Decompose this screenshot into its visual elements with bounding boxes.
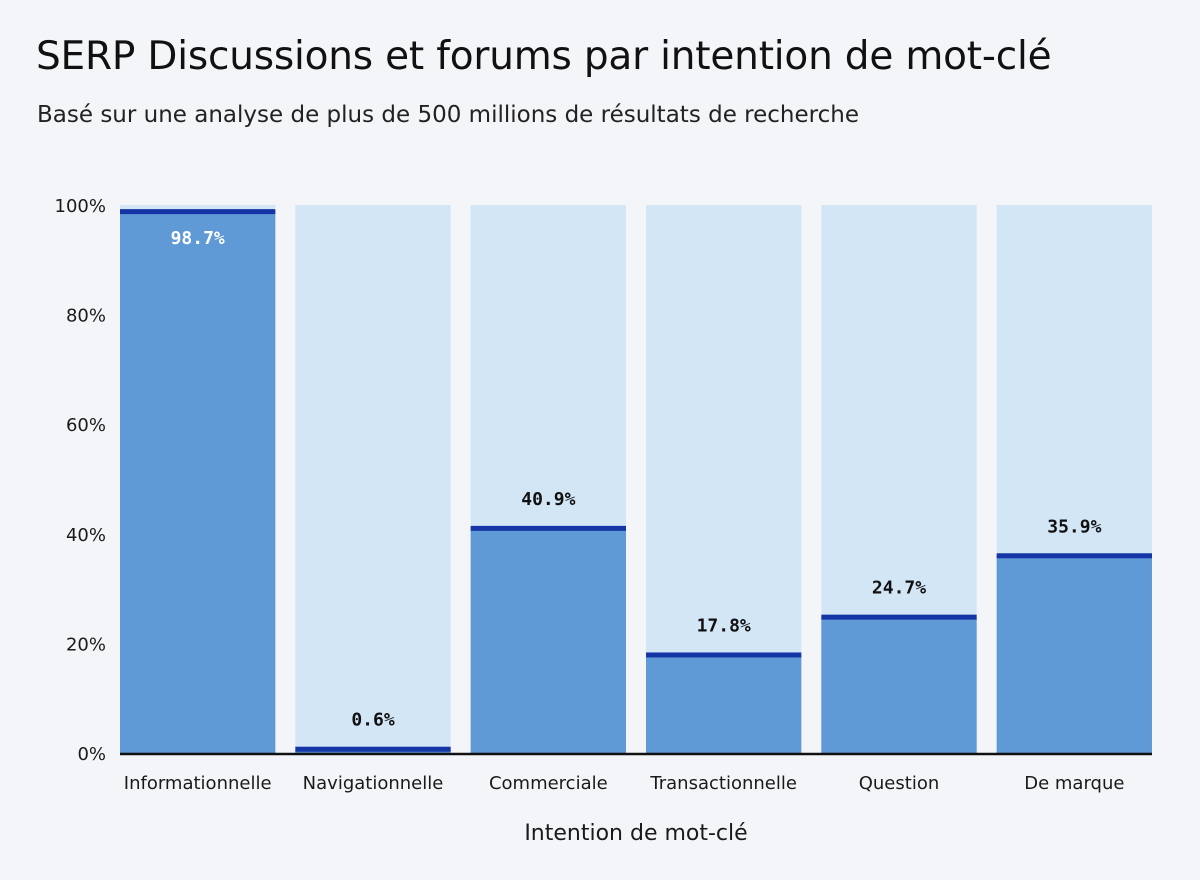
y-tick-label-40: 40% xyxy=(66,525,106,546)
bar-transactionnelle xyxy=(646,655,802,753)
chart-title: SERP Discussions et forums par intention… xyxy=(36,34,1052,79)
data-labels: 98.7% 0.6% 40.9% 17.8% 24.7% 35.9% xyxy=(171,228,1102,731)
y-tick-label-60: 60% xyxy=(66,415,106,436)
y-tick-label-0: 0% xyxy=(77,744,106,765)
data-label-commerciale: 40.9% xyxy=(521,489,575,510)
bar-top-lines xyxy=(120,209,1152,752)
background-bar-navigationnelle xyxy=(295,205,451,753)
data-label-informationnelle: 98.7% xyxy=(171,228,225,249)
category-label-informationnelle: Informationnelle xyxy=(124,773,272,794)
y-tick-label-80: 80% xyxy=(66,306,106,327)
bar-top-line-de-marque xyxy=(996,553,1152,559)
data-label-transactionnelle: 17.8% xyxy=(697,615,751,636)
data-label-question: 24.7% xyxy=(872,578,926,599)
bar-top-line-navigationnelle xyxy=(295,746,451,752)
data-label-de-marque: 35.9% xyxy=(1047,516,1101,537)
y-tick-label-20: 20% xyxy=(66,634,106,655)
bar-informationnelle xyxy=(120,212,276,753)
bar-commerciale xyxy=(470,528,626,753)
category-label-transactionnelle: Transactionnelle xyxy=(649,773,797,794)
x-axis-title: Intention de mot-clé xyxy=(524,821,747,846)
y-tick-label-100: 100% xyxy=(55,196,106,217)
data-label-navigationnelle: 0.6% xyxy=(351,710,395,731)
bar-top-line-commerciale xyxy=(470,525,626,531)
bar-de-marque xyxy=(996,556,1152,753)
category-label-navigationnelle: Navigationnelle xyxy=(303,773,444,794)
y-axis-ticks: 0% 20% 40% 60% 80% 100% xyxy=(55,196,106,765)
x-axis-category-labels: Informationnelle Navigationnelle Commercia… xyxy=(124,773,1125,794)
bar-top-line-question xyxy=(821,614,977,620)
category-label-commerciale: Commerciale xyxy=(489,773,608,794)
value-bars xyxy=(120,212,1152,753)
category-label-de-marque: De marque xyxy=(1024,773,1124,794)
bar-question xyxy=(821,617,977,753)
bar-top-line-transactionnelle xyxy=(646,652,802,658)
bar-top-line-informationnelle xyxy=(120,209,276,215)
chart-subtitle: Basé sur une analyse de plus de 500 mill… xyxy=(37,102,859,128)
category-label-question: Question xyxy=(859,773,940,794)
